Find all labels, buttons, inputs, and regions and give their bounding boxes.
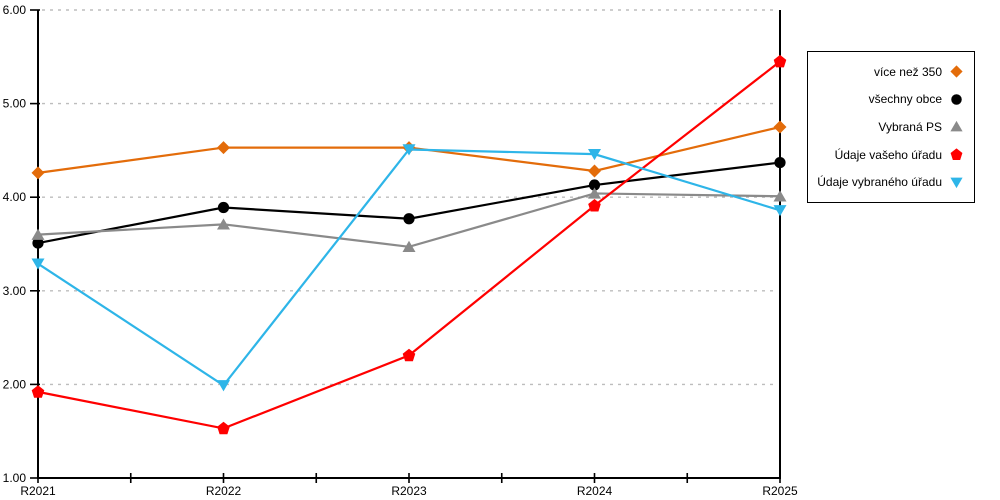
legend-label: Vybraná PS: [878, 119, 942, 134]
legend-label: Údaje vašeho úřadu: [834, 147, 942, 162]
y-axis-label: 6.00: [3, 3, 27, 17]
legend-label: více než 350: [873, 64, 942, 79]
series-marker: [402, 348, 416, 362]
circle-marker-icon: [951, 94, 962, 105]
series-marker: [31, 228, 45, 240]
legend-item-udaje-vaseho-uradu: Údaje vašeho úřadu: [814, 141, 964, 169]
series-marker: [402, 240, 416, 253]
legend-item-vice-nez-350: více než 350: [814, 58, 964, 86]
series-marker: [773, 54, 787, 68]
y-axis-label: 3.00: [3, 284, 27, 298]
triangle-down-marker-icon: [950, 177, 963, 188]
series-marker: [32, 237, 44, 249]
triangle-up-marker-icon: [950, 121, 963, 132]
diamond-marker-icon: [950, 65, 963, 78]
triangle-up-glyph: [950, 121, 963, 132]
series-marker: [31, 166, 45, 180]
series-marker: [588, 199, 601, 212]
pentagon-glyph: [950, 148, 963, 161]
series-marker: [403, 213, 415, 225]
legend-item-udaje-vybraneho-uradu: Údaje vybraného úřadu: [814, 168, 964, 196]
y-axis-label: 4.00: [3, 190, 27, 204]
legend-label: Údaje vybraného úřadu: [817, 175, 942, 190]
x-axis-label: R2024: [577, 484, 613, 498]
series-marker: [773, 205, 787, 217]
series-marker: [217, 201, 230, 214]
legend-item-vybrana-ps: Vybraná PS: [814, 113, 964, 141]
legend-item-vsechny-obce: všechny obce: [814, 86, 964, 114]
series-marker: [217, 380, 230, 392]
series-marker: [31, 258, 45, 270]
series-marker: [217, 141, 230, 155]
series-marker: [217, 421, 230, 435]
series-marker: [773, 190, 787, 202]
series-marker: [31, 385, 45, 398]
series-line: [37, 161, 781, 245]
y-axis-label: 5.00: [3, 97, 27, 111]
series-marker: [217, 218, 230, 230]
legend-label: všechny obce: [868, 92, 942, 107]
series-marker: [402, 144, 416, 156]
pentagon-marker-icon: [950, 148, 963, 161]
circle-glyph: [951, 94, 962, 105]
triangle-down-glyph: [950, 177, 963, 188]
series-marker: [773, 120, 787, 134]
x-axis-label: R2021: [20, 484, 56, 498]
series-marker: [588, 148, 601, 161]
series-marker: [774, 156, 786, 169]
legend: více než 350 všechny obce Vybraná PS Úda…: [807, 51, 975, 203]
series-marker: [588, 187, 601, 199]
y-axis-label: 2.00: [3, 377, 27, 391]
x-axis-label: R2023: [391, 484, 427, 498]
diamond-glyph: [950, 65, 963, 78]
series-marker: [588, 164, 601, 178]
x-axis-label: R2022: [206, 484, 242, 498]
series-marker: [588, 179, 601, 191]
y-axis-label: 1.00: [3, 471, 27, 485]
x-axis-label: R2025: [762, 484, 798, 498]
